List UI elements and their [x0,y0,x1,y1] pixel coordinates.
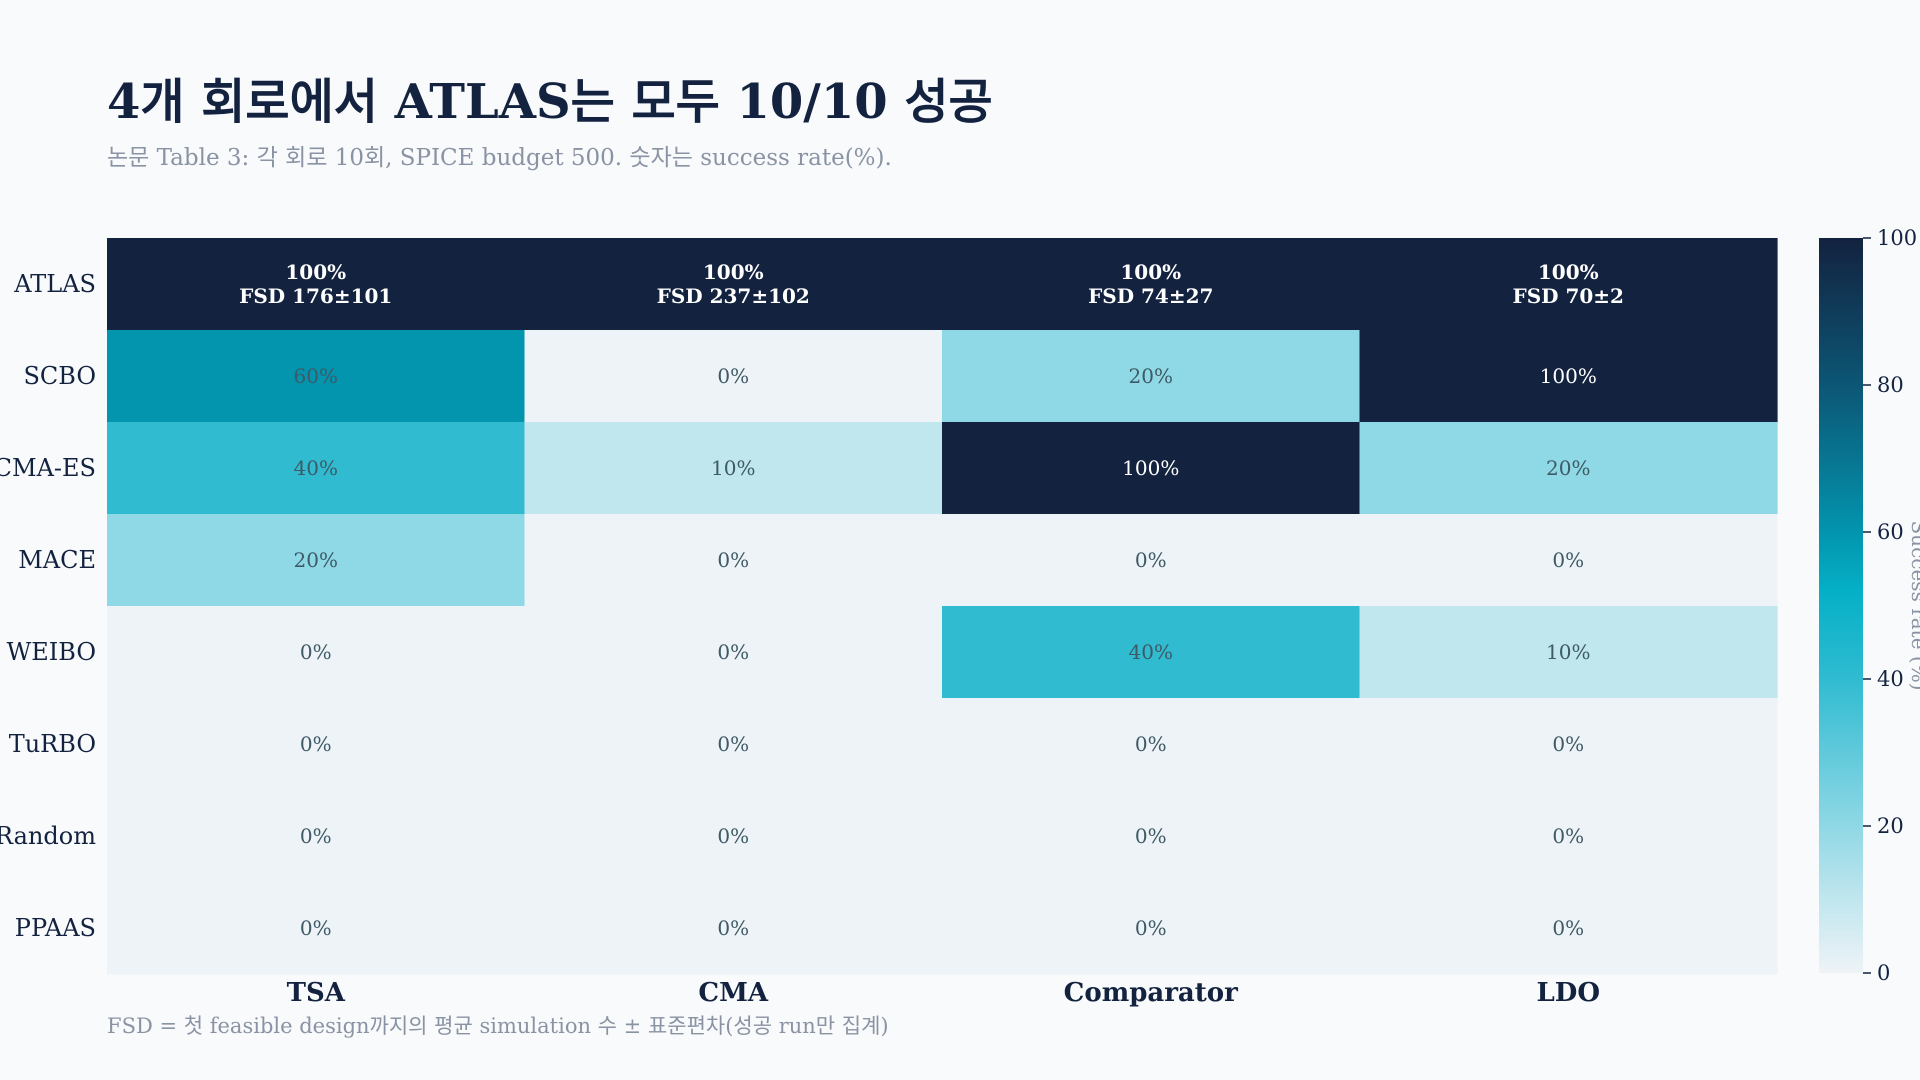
cell-label: 10% [711,456,755,480]
cell-label: 0% [717,916,749,940]
y-tick-label: ATLAS [13,270,96,298]
heatmap-cell [942,422,1361,515]
y-tick-label: PPAAS [15,914,96,942]
heatmap-cell [1359,790,1778,883]
x-tick-label: LDO [1537,978,1600,1008]
y-tick-label: CMA-ES [0,454,96,482]
cell-label: 20% [1546,456,1590,480]
cell-label: 100% [1540,364,1597,388]
cell-label: 0% [300,732,332,756]
cell-fsd-label: FSD 74±27 [1088,284,1213,308]
y-tick-label: Random [0,822,96,850]
cell-label: 40% [1129,640,1173,664]
cell-label: 0% [717,732,749,756]
heatmap-cell [107,422,526,515]
heatmap-cell [942,790,1361,883]
x-axis-labels: TSA CMA Comparator LDO [287,978,1600,1008]
heatmap-cell [524,882,943,975]
heatmap-cell [524,698,943,791]
cell-label: 0% [1135,916,1167,940]
cell-label: 0% [300,916,332,940]
cell-label: 20% [1129,364,1173,388]
cell-label: 0% [300,640,332,664]
y-axis-labels: ATLAS SCBO CMA-ES MACE WEIBO TuRBO Random PPAAS [0,270,96,942]
x-tick-label: Comparator [1064,978,1238,1008]
heatmap-cell [1359,422,1778,515]
x-tick-label: CMA [698,978,768,1008]
colorbar-tick-label: 40 [1877,667,1904,691]
heatmap-cell [524,606,943,699]
colorbar-tick-label: 100 [1877,226,1917,250]
footnote: FSD = 첫 feasible design까지의 평균 simulation… [107,1014,889,1038]
cell-label: 20% [294,548,338,572]
heatmap-cell [524,514,943,607]
cell-label: 100% [1538,260,1599,284]
heatmap-cell [107,698,526,791]
heatmap-cell [107,790,526,883]
cell-label: 10% [1546,640,1590,664]
chart-subtitle: 논문 Table 3: 각 회로 10회, SPICE budget 500. … [107,145,892,171]
heatmap-cell [942,882,1361,975]
heatmap-cell [524,238,943,331]
x-tick-label: TSA [287,978,346,1008]
cell-label: 0% [1552,548,1584,572]
colorbar-tick-label: 60 [1877,520,1904,544]
colorbar-gradient [1819,238,1863,973]
cell-label: 0% [300,824,332,848]
heatmap-cell [107,882,526,975]
cell-label: 0% [1135,548,1167,572]
cell-label: 0% [717,640,749,664]
cell-label: 0% [1135,824,1167,848]
cell-label: 0% [717,824,749,848]
colorbar-label: Success rate (%) [1907,520,1920,690]
heatmap-cell [942,606,1361,699]
colorbar-tick-label: 20 [1877,814,1904,838]
heatmap-cell [107,606,526,699]
y-tick-label: SCBO [23,362,96,390]
heatmap-cell [1359,606,1778,699]
heatmap-cell [107,330,526,423]
heatmap-cell [942,514,1361,607]
heatmap-cell [942,330,1361,423]
cell-fsd-label: FSD 237±102 [657,284,810,308]
heatmap-cell [107,238,526,331]
colorbar: 0 20 40 60 80 100 Success rate (%) [1819,226,1920,985]
colorbar-tick-label: 80 [1877,373,1904,397]
heatmap-cell [107,514,526,607]
heatmap-cell [1359,698,1778,791]
colorbar-tick-label: 0 [1877,961,1890,985]
heatmap-cell [942,698,1361,791]
heatmap-cell [524,422,943,515]
cell-fsd-label: FSD 176±101 [239,284,392,308]
cell-label: 100% [1120,260,1181,284]
cell-label: 60% [294,364,338,388]
cell-label: 0% [1135,732,1167,756]
heatmap-cell [1359,882,1778,975]
cell-label: 0% [717,364,749,388]
cell-label: 0% [717,548,749,572]
cell-label: 100% [703,260,764,284]
chart-title: 4개 회로에서 ATLAS는 모두 10/10 성공 [107,74,993,130]
y-tick-label: MACE [18,546,96,574]
cell-fsd-label: FSD 70±2 [1513,284,1624,308]
cell-label: 0% [1552,824,1584,848]
cell-label: 40% [294,456,338,480]
heatmap-cell [1359,238,1778,331]
heatmap-cell [524,330,943,423]
cell-label: 100% [285,260,346,284]
heatmap-cell [1359,330,1778,423]
cell-label: 0% [1552,732,1584,756]
heatmap-cell [524,790,943,883]
cell-label: 0% [1552,916,1584,940]
y-tick-label: WEIBO [7,638,96,666]
cell-label: 100% [1122,456,1179,480]
heatmap-cell [1359,514,1778,607]
heatmap-cell [942,238,1361,331]
y-tick-label: TuRBO [9,730,96,758]
